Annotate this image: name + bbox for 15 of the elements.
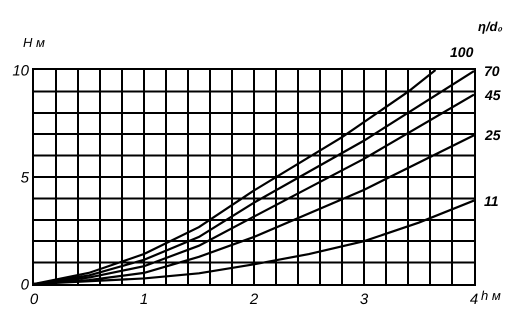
y-axis-title: H м xyxy=(23,35,45,50)
series-label: 11 xyxy=(484,193,499,209)
series-label: 70 xyxy=(484,63,500,79)
x-tick-label: 3 xyxy=(360,291,369,308)
series-label: 100 xyxy=(450,44,474,60)
legend-title: η/d₀ xyxy=(478,19,503,34)
x-tick-label: 4 xyxy=(470,291,478,308)
x-axis-title: h м xyxy=(481,288,501,303)
y-tick-label: 10 xyxy=(12,62,30,80)
y-tick-label: 5 xyxy=(20,169,30,186)
series-label: 25 xyxy=(484,127,501,143)
series-label: 45 xyxy=(484,87,501,103)
x-tick-label: 1 xyxy=(140,291,148,308)
y-tick-label: 0 xyxy=(20,276,30,294)
x-tick-label: 2 xyxy=(248,291,259,308)
